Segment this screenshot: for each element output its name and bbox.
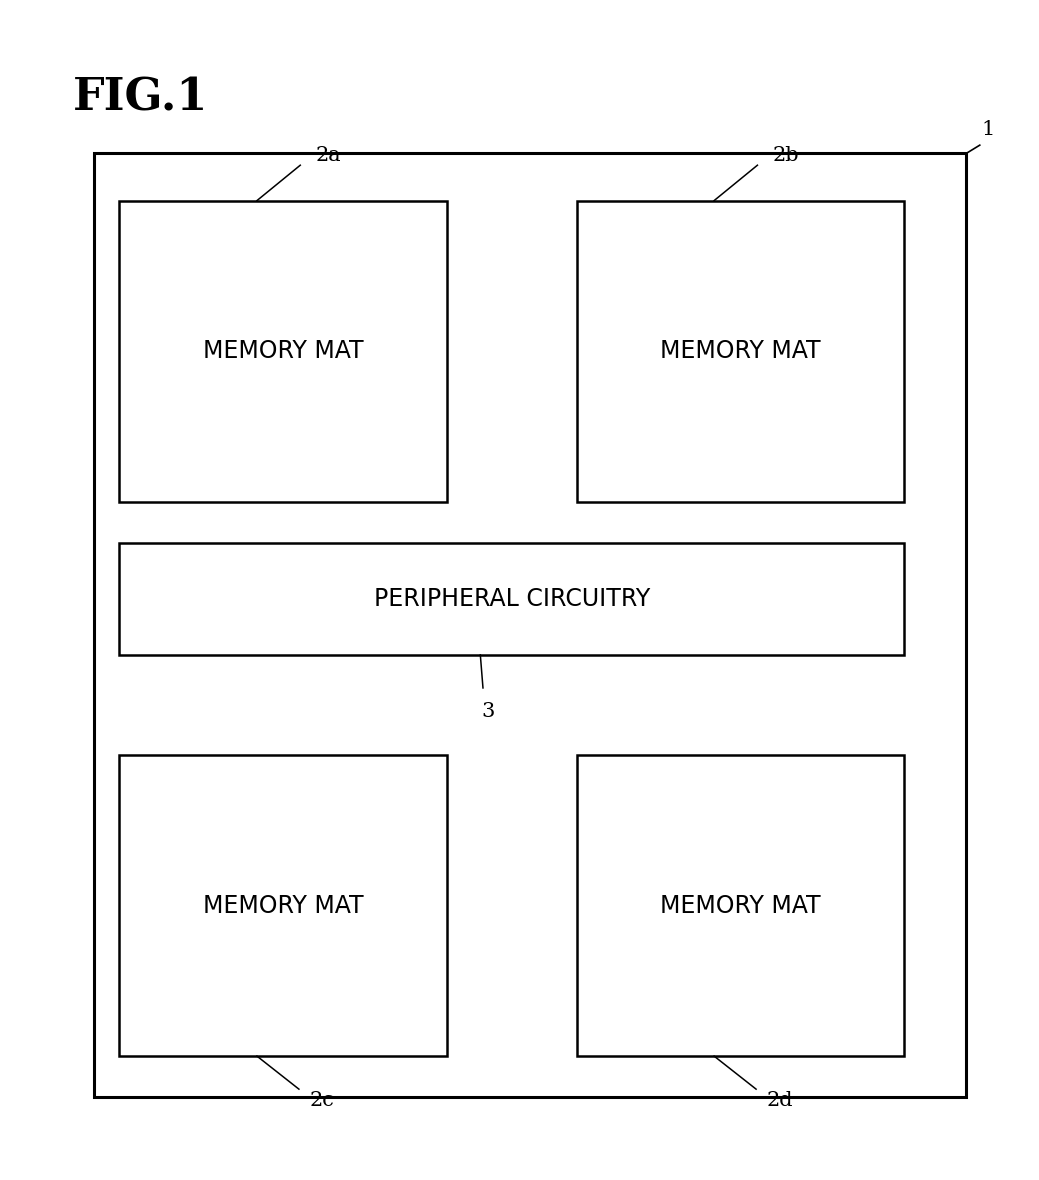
Text: MEMORY MAT: MEMORY MAT (660, 339, 821, 363)
Text: MEMORY MAT: MEMORY MAT (203, 893, 364, 918)
Text: MEMORY MAT: MEMORY MAT (660, 893, 821, 918)
Text: 2a: 2a (316, 146, 342, 165)
Text: 1: 1 (982, 120, 995, 139)
Text: 2d: 2d (767, 1092, 793, 1110)
Text: 2c: 2c (310, 1092, 335, 1110)
Text: 2b: 2b (773, 146, 800, 165)
Bar (577, 755, 904, 1056)
Text: FIG.1: FIG.1 (73, 77, 208, 119)
Text: PERIPHERAL CIRCUITRY: PERIPHERAL CIRCUITRY (374, 586, 649, 611)
Text: 3: 3 (481, 702, 495, 721)
Bar (577, 201, 904, 502)
Bar (94, 153, 966, 1097)
Text: MEMORY MAT: MEMORY MAT (203, 339, 364, 363)
Bar (119, 201, 447, 502)
Bar (119, 543, 904, 655)
Bar (119, 755, 447, 1056)
